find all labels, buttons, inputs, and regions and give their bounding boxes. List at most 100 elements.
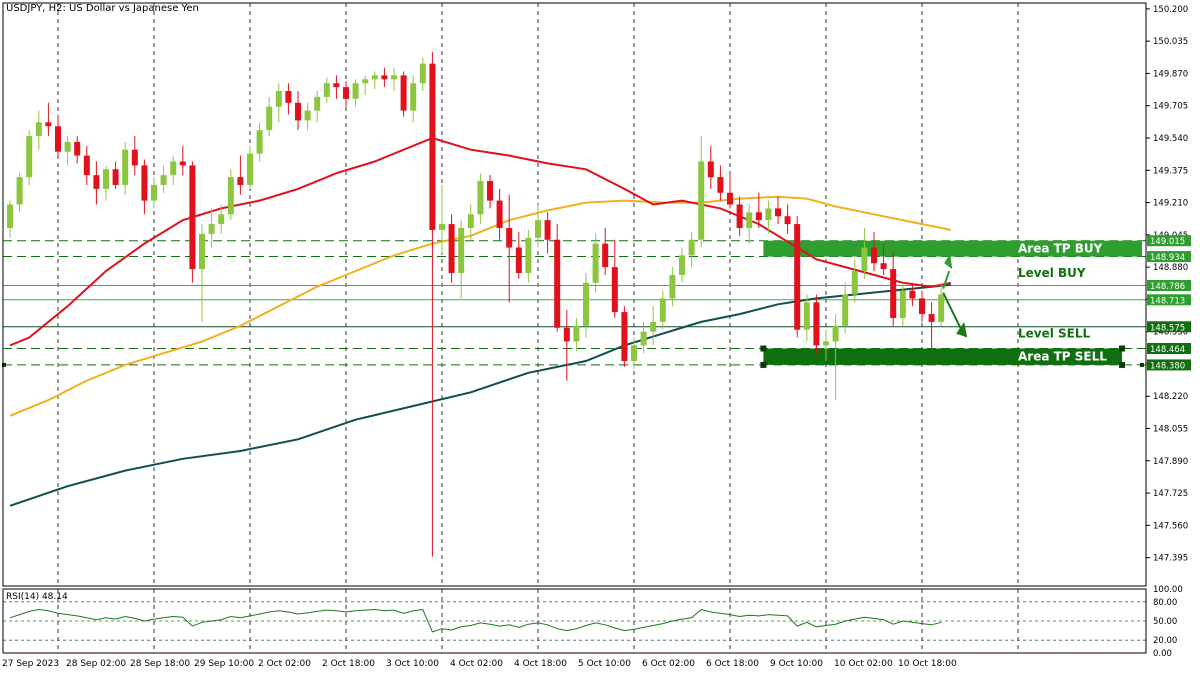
candle-body (16, 177, 23, 205)
candle-body (813, 302, 820, 346)
candle-body (467, 214, 474, 228)
rsi-tick-label: 80.00 (1153, 598, 1177, 608)
candle-body (362, 79, 369, 84)
candle-body (707, 161, 714, 178)
candle-body (851, 271, 858, 295)
candle-body (525, 237, 532, 273)
price-zones (2, 240, 1144, 368)
price-tag-box (1147, 235, 1191, 247)
candle-body (218, 214, 225, 225)
candle-body (141, 165, 148, 201)
level-label: Level BUY (1018, 266, 1086, 280)
x-tick-label: 3 Oct 10:00 (386, 659, 439, 669)
candle-body (611, 267, 618, 313)
price-tag-box (1147, 280, 1191, 292)
zone-handle (760, 361, 767, 368)
x-tick-label: 29 Sep 10:00 (194, 659, 254, 669)
y-tick-label: 148.550 (1153, 328, 1188, 338)
candle-body (74, 141, 81, 156)
candle-body (775, 208, 781, 217)
candle-body (659, 298, 666, 322)
candle-body (103, 169, 109, 189)
y-tick-label: 148.220 (1153, 392, 1188, 402)
y-tick-label: 147.560 (1153, 521, 1188, 531)
x-tick-label: 6 Oct 02:00 (642, 659, 695, 669)
candle-body (343, 87, 349, 99)
candle-body (899, 290, 906, 318)
arrow-up-head-icon (944, 253, 953, 270)
candle-body (890, 269, 897, 318)
y-tick-label: 147.725 (1153, 489, 1188, 499)
candle-body (487, 181, 493, 201)
candle-body (631, 345, 637, 362)
level-label: Level SELL (1018, 327, 1091, 341)
y-tick-label: 149.375 (1153, 166, 1188, 176)
price-tag-box (1147, 251, 1191, 263)
rsi-line (9, 608, 942, 633)
candle-body (275, 91, 282, 107)
candle-body (391, 75, 397, 80)
candle-body (861, 247, 868, 272)
candle-body (122, 149, 129, 185)
candle-body (55, 126, 61, 152)
candle-body (256, 130, 263, 154)
candle-body (880, 263, 887, 270)
candle-body (506, 227, 513, 248)
candle-body (919, 298, 925, 315)
candle-body (871, 247, 877, 264)
y-tick-label: 149.705 (1153, 102, 1188, 112)
x-tick-label: 28 Sep 02:00 (66, 659, 126, 669)
x-tick-label: 28 Sep 18:00 (130, 659, 190, 669)
candle-body (400, 75, 407, 111)
rsi-indicator (3, 601, 1146, 641)
candle-body (93, 175, 100, 189)
candle-body (64, 141, 71, 152)
x-tick-label: 2 Oct 18:00 (322, 659, 375, 669)
candle-body (679, 255, 685, 275)
candle-body (496, 200, 503, 228)
candle-body (131, 149, 138, 166)
x-tick-label: 6 Oct 18:00 (706, 659, 759, 669)
candle-body (295, 102, 301, 121)
candle-body (35, 122, 42, 137)
candle-body (83, 155, 90, 176)
candle-body (439, 224, 445, 230)
candle-body (698, 161, 705, 240)
zone-handle (1119, 345, 1125, 352)
ma-50-line (9, 136, 951, 347)
candle-body (323, 83, 330, 97)
price-zone-rect (763, 240, 1142, 257)
trend-arrows (942, 253, 968, 338)
candle-body (554, 239, 561, 328)
rsi-tick-label: 0.00 (1153, 649, 1172, 659)
candle-body (784, 216, 791, 225)
candle-body (419, 63, 426, 84)
x-tick-label: 27 Sep 2023 (2, 659, 59, 669)
chart-title: USDJPY, H2: US Dollar vs Japanese Yen (6, 3, 199, 14)
candle-body (832, 325, 839, 342)
candle-body (352, 83, 359, 99)
candle-body (823, 341, 829, 346)
candle-body (285, 91, 292, 103)
candle-body (842, 294, 849, 326)
price-tag-label: 148.713 (1150, 296, 1185, 306)
candle-body (573, 325, 580, 342)
candle-body (247, 153, 253, 185)
candle-body (621, 312, 628, 362)
x-tick-label: 10 Oct 02:00 (834, 659, 893, 669)
axes: 27 Sep 2023 28 Sep 02:00 28 Sep 18:00 29 Se… (2, 2, 1188, 669)
arrow-up-icon (942, 270, 951, 289)
price-tag-label: 148.786 (1150, 282, 1185, 292)
candle-body (179, 161, 186, 166)
x-tick-label: 2 Oct 02:00 (258, 659, 311, 669)
zone-handle (760, 345, 767, 352)
rsi-plot-frame (2, 588, 1147, 654)
price-tag-box (1147, 359, 1191, 371)
candle-body (746, 212, 753, 228)
candle-body (544, 220, 551, 240)
candle-body (45, 122, 52, 127)
candle-body (602, 243, 609, 268)
x-tick-label: 9 Oct 10:00 (770, 659, 823, 669)
ma-200-line (9, 283, 951, 507)
